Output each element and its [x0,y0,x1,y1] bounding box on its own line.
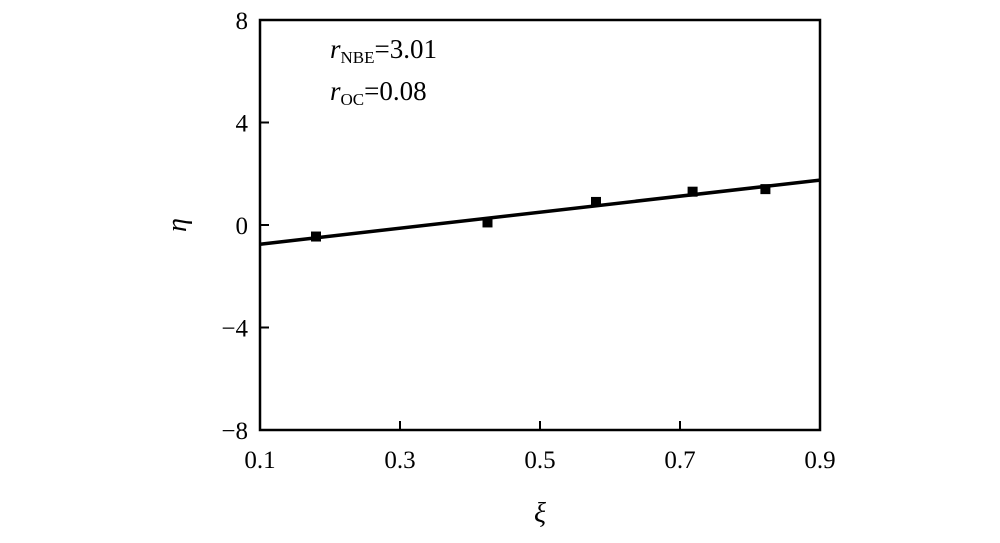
annotation-r-nbe: rNBE=3.01 [330,34,437,67]
y-tick-label: −4 [221,316,248,343]
fit-line [259,178,821,246]
axis-tick-labels: 0.1 0.3 0.5 0.7 0.9 −8 −4 0 4 8 [221,8,835,474]
x-axis-label: ξ [534,498,546,529]
axis-ticks [259,19,821,431]
data-point [482,217,493,228]
plot-frame [258,18,822,432]
annotation-r-nbe-var: r [330,34,341,64]
chart-marks [259,178,821,246]
x-tick-label: 0.3 [384,447,415,474]
annotation-r-oc-var: r [330,76,341,106]
data-point [760,184,771,195]
annotation-r-oc-value: =0.08 [364,76,426,106]
data-point [591,196,601,207]
annotation-r-nbe-value: =3.01 [375,34,437,64]
y-tick-label: 0 [236,213,249,240]
y-tick-label: 4 [236,111,249,138]
y-tick-label: −8 [221,418,248,445]
data-point [687,186,698,197]
annotation-r-nbe-sub: NBE [341,48,375,67]
x-tick-label: 0.5 [524,447,555,474]
x-tick-label: 0.1 [244,447,275,474]
x-tick-label: 0.9 [804,447,835,474]
y-tick-label: 8 [236,8,249,35]
annotation-r-oc: rOC=0.08 [330,76,427,109]
data-point [311,231,321,242]
x-tick-label: 0.7 [664,447,695,474]
y-axis-label: η [162,218,193,232]
annotation-r-oc-sub: OC [341,90,365,109]
